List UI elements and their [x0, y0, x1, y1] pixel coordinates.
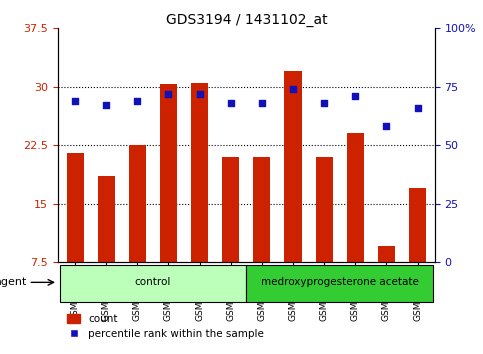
Bar	[129, 145, 146, 262]
Bar	[222, 157, 239, 262]
Bar	[254, 157, 270, 262]
Text: control: control	[135, 277, 171, 287]
Point	[258, 100, 266, 106]
Bar	[284, 71, 301, 262]
Bar	[315, 157, 333, 262]
Text: agent: agent	[0, 277, 27, 287]
Bar	[59, 265, 246, 302]
Bar	[191, 83, 208, 262]
Point	[196, 91, 203, 97]
Point	[352, 93, 359, 99]
Bar	[246, 265, 433, 302]
Bar	[347, 133, 364, 262]
Point	[414, 105, 422, 110]
Bar	[160, 84, 177, 262]
Bar	[67, 153, 84, 262]
Bar	[409, 188, 426, 262]
Point	[71, 98, 79, 104]
Title: GDS3194 / 1431102_at: GDS3194 / 1431102_at	[166, 13, 327, 27]
Point	[165, 91, 172, 97]
Legend: count, percentile rank within the sample: count, percentile rank within the sample	[63, 310, 268, 343]
Bar	[378, 246, 395, 262]
Point	[102, 103, 110, 108]
Point	[289, 86, 297, 92]
Text: medroxyprogesterone acetate: medroxyprogesterone acetate	[261, 277, 419, 287]
Point	[320, 100, 328, 106]
Point	[383, 124, 390, 129]
Point	[133, 98, 141, 104]
Point	[227, 100, 235, 106]
Bar	[98, 176, 115, 262]
